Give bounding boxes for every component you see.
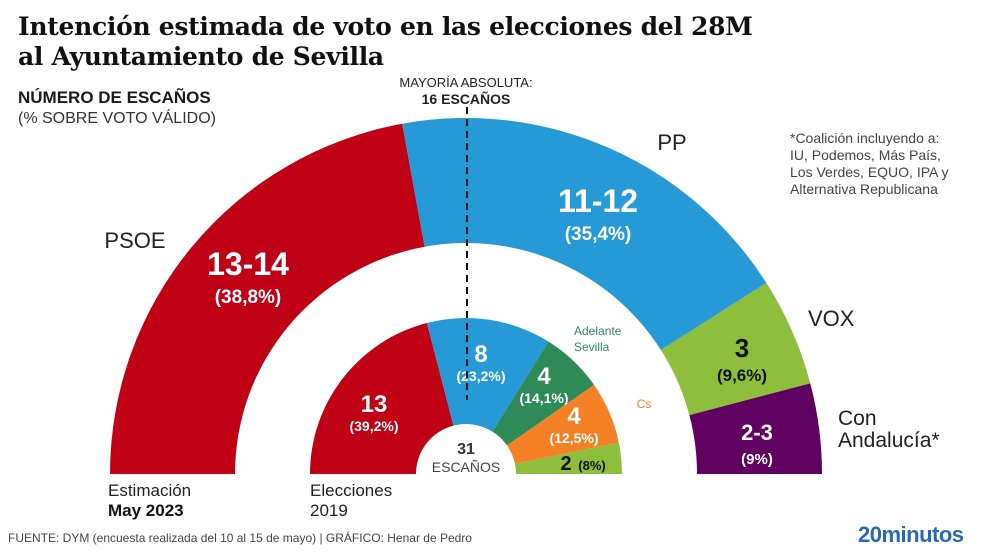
outer-seats-label: 11-12: [558, 183, 638, 219]
majority-line-1: MAYORÍA ABSOLUTA:: [399, 75, 533, 90]
inner-pct-label: (12,5%): [549, 430, 598, 446]
source-credit: FUENTE: DYM (encuesta realizada del 10 a…: [8, 531, 472, 545]
party-name-label: Adelante: [574, 324, 622, 338]
party-name-label: VOX: [808, 306, 855, 331]
inner-ring-caption: 2019: [310, 501, 348, 520]
inner-pct-label: (14,1%): [519, 390, 568, 406]
outer-pct-label: (35,4%): [565, 224, 632, 245]
party-name-label: Con: [838, 407, 877, 430]
chart-title: Intención estimada de voto en las elecci…: [18, 12, 753, 72]
majority-line-2: 16 ESCAÑOS: [421, 91, 511, 107]
party-name-label: PP: [657, 130, 686, 155]
party-name-label: Andalucía*: [838, 429, 940, 452]
outer-seats-label: 13-14: [207, 246, 289, 282]
footnote-line: Los Verdes, EQUO, IPA y: [790, 164, 949, 180]
chart-subnote: (% SOBRE VOTO VÁLIDO): [18, 110, 216, 127]
inner-seats-label: 13: [361, 391, 388, 418]
inner-slice-cs: [507, 384, 619, 464]
title-line-1: Intención estimada de voto en las elecci…: [18, 12, 753, 41]
party-name-label: Cs: [637, 397, 652, 411]
party-name-label: PSOE: [104, 228, 165, 253]
outer-slice-psoe: [110, 123, 425, 474]
outer-slice-con-andaluc-a: [689, 383, 822, 474]
center-seats-total: 31: [457, 441, 475, 458]
outer-pct-label: (9,6%): [717, 366, 767, 385]
inner-slice-psoe: [310, 322, 454, 474]
outer-slice-vox: [660, 282, 811, 416]
party-name-label: Sevilla: [574, 340, 610, 354]
chart-subtitle: NÚMERO DE ESCAÑOS: [18, 88, 211, 107]
outer-ring-caption: May 2023: [108, 501, 184, 520]
footnote-line: Alternativa Republicana: [790, 181, 938, 197]
inner-slice-pp: [426, 318, 549, 432]
center-seats-unit: ESCAÑOS: [432, 459, 500, 475]
inner-seats-label: 8: [474, 341, 487, 368]
inner-slice-vox: [514, 442, 622, 474]
inner-seats-label: 2: [560, 453, 571, 475]
inner-pct-label: (23,2%): [456, 368, 505, 384]
inner-pct-label: (39,2%): [349, 418, 398, 434]
inner-slice-adelante-sevilla: [492, 341, 595, 446]
outer-seats-label: 2-3: [741, 420, 773, 445]
outer-ring-caption: Estimación: [108, 481, 191, 500]
inner-seats-label: 4: [537, 363, 551, 390]
footnote-line: IU, Podemos, Más País,: [790, 147, 941, 163]
outer-pct-label: (38,8%): [215, 287, 282, 308]
majority-label: MAYORÍA ABSOLUTA: 16 ESCAÑOS: [396, 74, 536, 108]
inner-seats-label: 4: [567, 403, 581, 430]
title-line-2: al Ayuntamiento de Sevilla: [18, 42, 384, 71]
outer-seats-label: 3: [735, 333, 749, 363]
inner-ring-caption: Elecciones: [310, 481, 392, 500]
coalition-footnote: *Coalición incluyendo a: IU, Podemos, Má…: [790, 130, 948, 198]
outer-slice-pp: [402, 118, 767, 351]
outer-pct-label: (9%): [741, 451, 773, 468]
inner-pct-label: (8%): [578, 458, 605, 473]
footnote-line: *Coalición incluyendo a:: [790, 130, 940, 146]
brand-logo: 20minutos: [858, 522, 964, 547]
